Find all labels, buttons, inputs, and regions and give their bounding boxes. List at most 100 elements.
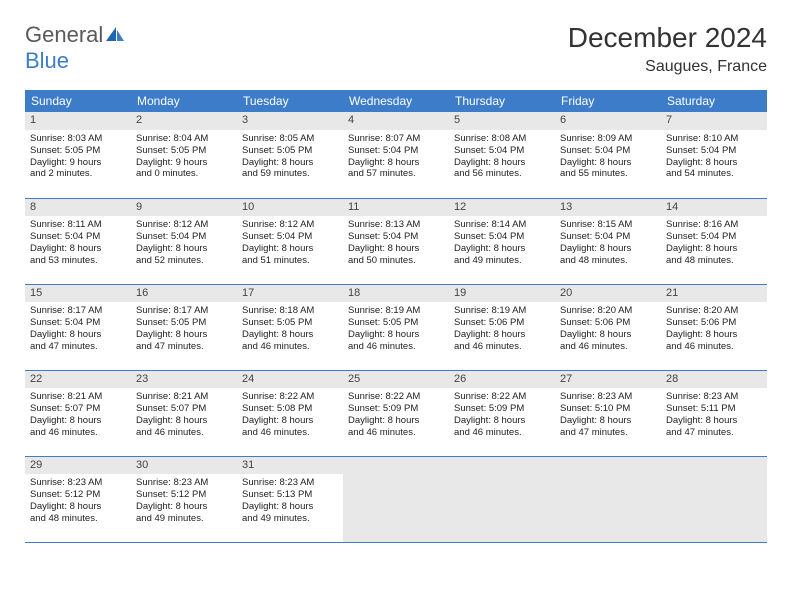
location: Saugues, France [568, 58, 767, 76]
day-body: Sunrise: 8:20 AMSunset: 5:06 PMDaylight:… [661, 302, 767, 357]
day-number: 16 [131, 285, 237, 303]
sunset-text: Sunset: 5:04 PM [666, 145, 762, 157]
day-number: 26 [449, 371, 555, 389]
sunrise-text: Sunrise: 8:23 AM [136, 477, 232, 489]
day-number: 1 [25, 112, 131, 130]
calendar-day-cell: 11Sunrise: 8:13 AMSunset: 5:04 PMDayligh… [343, 198, 449, 284]
calendar-day-cell: 14Sunrise: 8:16 AMSunset: 5:04 PMDayligh… [661, 198, 767, 284]
daylight-text: Daylight: 8 hours [242, 243, 338, 255]
calendar-table: SundayMondayTuesdayWednesdayThursdayFrid… [25, 90, 767, 543]
daylight-text: Daylight: 8 hours [136, 415, 232, 427]
daylight-text: and 49 minutes. [242, 513, 338, 525]
weekday-header: Wednesday [343, 90, 449, 112]
day-number: 30 [131, 457, 237, 475]
calendar-empty-cell [661, 456, 767, 542]
daylight-text: Daylight: 8 hours [136, 329, 232, 341]
calendar-day-cell: 6Sunrise: 8:09 AMSunset: 5:04 PMDaylight… [555, 112, 661, 198]
day-number: 7 [661, 112, 767, 130]
calendar-day-cell: 27Sunrise: 8:23 AMSunset: 5:10 PMDayligh… [555, 370, 661, 456]
sunrise-text: Sunrise: 8:07 AM [348, 133, 444, 145]
calendar-day-cell: 29Sunrise: 8:23 AMSunset: 5:12 PMDayligh… [25, 456, 131, 542]
sunrise-text: Sunrise: 8:23 AM [666, 391, 762, 403]
day-body: Sunrise: 8:23 AMSunset: 5:11 PMDaylight:… [661, 388, 767, 443]
day-body: Sunrise: 8:17 AMSunset: 5:04 PMDaylight:… [25, 302, 131, 357]
sunrise-text: Sunrise: 8:19 AM [348, 305, 444, 317]
sunset-text: Sunset: 5:04 PM [136, 231, 232, 243]
daylight-text: and 0 minutes. [136, 168, 232, 180]
day-body: Sunrise: 8:22 AMSunset: 5:08 PMDaylight:… [237, 388, 343, 443]
sunset-text: Sunset: 5:06 PM [454, 317, 550, 329]
header: General Blue December 2024 Saugues, Fran… [25, 22, 767, 76]
calendar-day-cell: 8Sunrise: 8:11 AMSunset: 5:04 PMDaylight… [25, 198, 131, 284]
weekday-header: Friday [555, 90, 661, 112]
weekday-header: Monday [131, 90, 237, 112]
day-body: Sunrise: 8:09 AMSunset: 5:04 PMDaylight:… [555, 130, 661, 185]
day-body: Sunrise: 8:16 AMSunset: 5:04 PMDaylight:… [661, 216, 767, 271]
calendar-day-cell: 15Sunrise: 8:17 AMSunset: 5:04 PMDayligh… [25, 284, 131, 370]
calendar-day-cell: 2Sunrise: 8:04 AMSunset: 5:05 PMDaylight… [131, 112, 237, 198]
sunset-text: Sunset: 5:04 PM [348, 231, 444, 243]
sunset-text: Sunset: 5:05 PM [242, 145, 338, 157]
weekday-header-row: SundayMondayTuesdayWednesdayThursdayFrid… [25, 90, 767, 112]
day-body: Sunrise: 8:12 AMSunset: 5:04 PMDaylight:… [131, 216, 237, 271]
daylight-text: and 46 minutes. [136, 427, 232, 439]
day-body: Sunrise: 8:10 AMSunset: 5:04 PMDaylight:… [661, 130, 767, 185]
sunrise-text: Sunrise: 8:21 AM [30, 391, 126, 403]
daylight-text: and 47 minutes. [30, 341, 126, 353]
calendar-day-cell: 30Sunrise: 8:23 AMSunset: 5:12 PMDayligh… [131, 456, 237, 542]
calendar-day-cell: 9Sunrise: 8:12 AMSunset: 5:04 PMDaylight… [131, 198, 237, 284]
calendar-day-cell: 31Sunrise: 8:23 AMSunset: 5:13 PMDayligh… [237, 456, 343, 542]
daylight-text: and 57 minutes. [348, 168, 444, 180]
calendar-day-cell: 12Sunrise: 8:14 AMSunset: 5:04 PMDayligh… [449, 198, 555, 284]
daylight-text: and 47 minutes. [666, 427, 762, 439]
daylight-text: Daylight: 8 hours [560, 329, 656, 341]
calendar-day-cell: 5Sunrise: 8:08 AMSunset: 5:04 PMDaylight… [449, 112, 555, 198]
day-number: 12 [449, 199, 555, 217]
calendar-week-row: 22Sunrise: 8:21 AMSunset: 5:07 PMDayligh… [25, 370, 767, 456]
sunset-text: Sunset: 5:05 PM [348, 317, 444, 329]
day-number: 15 [25, 285, 131, 303]
daylight-text: Daylight: 8 hours [242, 415, 338, 427]
daylight-text: and 56 minutes. [454, 168, 550, 180]
daylight-text: and 46 minutes. [348, 341, 444, 353]
sunset-text: Sunset: 5:04 PM [666, 231, 762, 243]
day-body: Sunrise: 8:05 AMSunset: 5:05 PMDaylight:… [237, 130, 343, 185]
sunrise-text: Sunrise: 8:22 AM [348, 391, 444, 403]
day-body: Sunrise: 8:07 AMSunset: 5:04 PMDaylight:… [343, 130, 449, 185]
calendar-empty-cell [343, 456, 449, 542]
daylight-text: Daylight: 8 hours [666, 157, 762, 169]
day-number: 19 [449, 285, 555, 303]
day-body: Sunrise: 8:08 AMSunset: 5:04 PMDaylight:… [449, 130, 555, 185]
daylight-text: and 47 minutes. [560, 427, 656, 439]
calendar-day-cell: 28Sunrise: 8:23 AMSunset: 5:11 PMDayligh… [661, 370, 767, 456]
sunrise-text: Sunrise: 8:17 AM [136, 305, 232, 317]
sunset-text: Sunset: 5:04 PM [30, 231, 126, 243]
day-body: Sunrise: 8:19 AMSunset: 5:05 PMDaylight:… [343, 302, 449, 357]
day-body: Sunrise: 8:23 AMSunset: 5:10 PMDaylight:… [555, 388, 661, 443]
sunrise-text: Sunrise: 8:22 AM [454, 391, 550, 403]
daylight-text: and 59 minutes. [242, 168, 338, 180]
daylight-text: and 46 minutes. [348, 427, 444, 439]
logo-general: General [25, 22, 103, 47]
sunset-text: Sunset: 5:04 PM [560, 145, 656, 157]
daylight-text: Daylight: 8 hours [666, 243, 762, 255]
calendar-day-cell: 10Sunrise: 8:12 AMSunset: 5:04 PMDayligh… [237, 198, 343, 284]
daylight-text: and 2 minutes. [30, 168, 126, 180]
daylight-text: Daylight: 8 hours [30, 501, 126, 513]
sunrise-text: Sunrise: 8:14 AM [454, 219, 550, 231]
logo-text: General Blue [25, 22, 125, 74]
weekday-header: Tuesday [237, 90, 343, 112]
daylight-text: Daylight: 8 hours [454, 157, 550, 169]
daylight-text: and 48 minutes. [666, 255, 762, 267]
day-number: 6 [555, 112, 661, 130]
day-number: 8 [25, 199, 131, 217]
day-number: 9 [131, 199, 237, 217]
day-body: Sunrise: 8:14 AMSunset: 5:04 PMDaylight:… [449, 216, 555, 271]
calendar-day-cell: 7Sunrise: 8:10 AMSunset: 5:04 PMDaylight… [661, 112, 767, 198]
weekday-header: Sunday [25, 90, 131, 112]
calendar-day-cell: 18Sunrise: 8:19 AMSunset: 5:05 PMDayligh… [343, 284, 449, 370]
sunset-text: Sunset: 5:04 PM [242, 231, 338, 243]
sunrise-text: Sunrise: 8:03 AM [30, 133, 126, 145]
day-body: Sunrise: 8:11 AMSunset: 5:04 PMDaylight:… [25, 216, 131, 271]
sunset-text: Sunset: 5:06 PM [560, 317, 656, 329]
